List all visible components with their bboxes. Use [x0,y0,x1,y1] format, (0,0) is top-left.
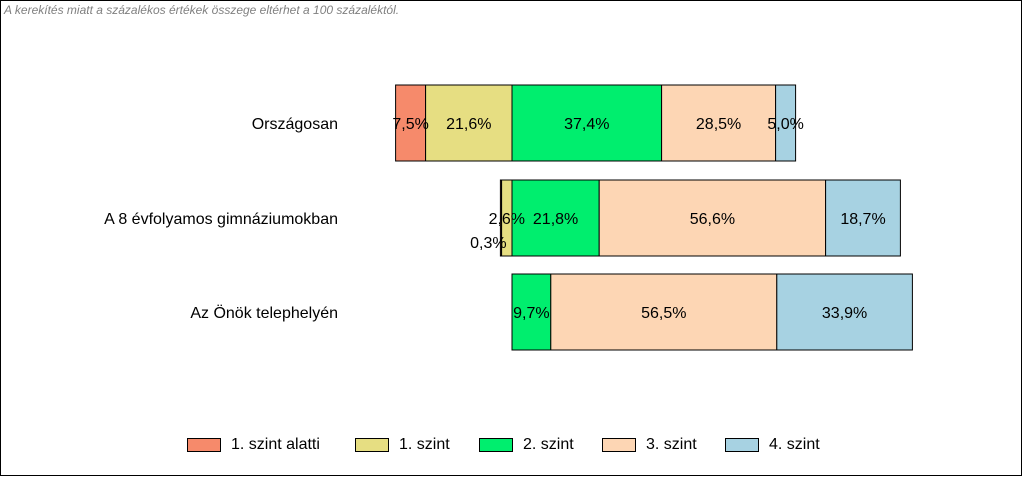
legend-swatch [602,438,636,452]
bar-segment [511,179,600,257]
bar-segment [598,179,827,257]
data-label: 56,5% [641,305,686,322]
bar-segment [511,273,552,351]
legend-item: 3. szint [602,434,697,456]
category-label: A 8 évfolyamos gimnáziumokban [104,211,338,228]
data-label: 28,5% [696,116,741,133]
legend-label: 3. szint [646,436,697,453]
rounding-note: A kerekítés miatt a százalékos értékek ö… [4,3,400,17]
data-label: 5,0% [767,116,803,133]
legend-item: 1. szint [355,434,450,456]
legend: 1. szint alatti 1. szint 2. szint 3. szint 4… [0,434,1024,456]
bar-segment [511,84,663,162]
data-label: 7,5% [392,116,428,133]
legend-item: 4. szint [725,434,820,456]
bar-segment [776,273,913,351]
data-label: 37,4% [564,116,609,133]
data-label: 33,9% [822,305,867,322]
bar-segment [825,179,901,257]
legend-item: 2. szint [479,434,574,456]
data-label: 18,7% [840,211,885,228]
legend-label: 2. szint [523,436,574,453]
legend-item: 1. szint alatti [187,434,320,456]
legend-swatch [187,438,221,452]
category-label: Országosan [252,116,338,133]
legend-label: 1. szint alatti [231,436,320,453]
data-label: 0,3% [470,235,506,252]
legend-swatch [725,438,759,452]
legend-label: 1. szint [399,436,450,453]
legend-swatch [355,438,389,452]
data-label: 2,6% [489,211,525,228]
bar-segment [661,84,777,162]
data-label: 56,6% [690,211,735,228]
bar-segment [775,84,797,162]
data-label: 21,6% [446,116,491,133]
legend-swatch [479,438,513,452]
data-label: 9,7% [513,305,549,322]
legend-label: 4. szint [769,436,820,453]
data-label: 21,8% [533,211,578,228]
bar-segment [395,84,427,162]
category-label: Az Önök telephelyén [190,304,338,322]
